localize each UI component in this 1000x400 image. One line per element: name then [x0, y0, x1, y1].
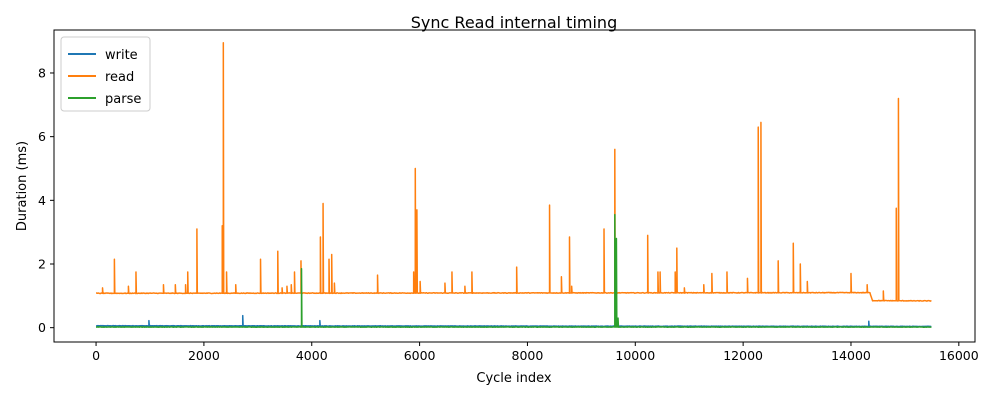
- x-tick-label: 16000: [939, 348, 979, 363]
- x-tick-label: 10000: [615, 348, 655, 363]
- legend-label-write: write: [105, 48, 138, 63]
- plot-area: [95, 41, 932, 328]
- series-line-write: [95, 314, 932, 328]
- legend-label-parse: parse: [105, 92, 141, 107]
- y-tick-label: 8: [38, 65, 46, 80]
- x-tick-label: 12000: [723, 348, 763, 363]
- series-line-read: [95, 41, 932, 302]
- y-axis-label: Duration (ms): [15, 141, 30, 231]
- y-tick-label: 0: [38, 320, 46, 335]
- chart-title: Sync Read internal timing: [411, 13, 617, 32]
- x-tick-label: 2000: [188, 348, 220, 363]
- y-tick-label: 6: [38, 129, 46, 144]
- series-line-parse: [95, 213, 932, 328]
- legend-label-read: read: [105, 70, 134, 85]
- legend-frame: [60, 36, 151, 112]
- x-tick-label: 14000: [831, 348, 871, 363]
- x-tick-label: 0: [92, 348, 100, 363]
- x-axis-label: Cycle index: [476, 371, 552, 386]
- x-tick-label: 6000: [404, 348, 436, 363]
- x-axis: 0 2000 4000 6000 8000 10000 12000 14000 16000: [92, 342, 979, 363]
- legend: write read parse: [60, 36, 151, 112]
- y-tick-label: 4: [38, 193, 46, 208]
- plot-frame: [53, 29, 976, 343]
- y-tick-label: 2: [38, 257, 46, 272]
- y-axis: 0 2 4 6 8: [38, 65, 54, 335]
- x-tick-label: 4000: [296, 348, 328, 363]
- x-tick-label: 8000: [512, 348, 544, 363]
